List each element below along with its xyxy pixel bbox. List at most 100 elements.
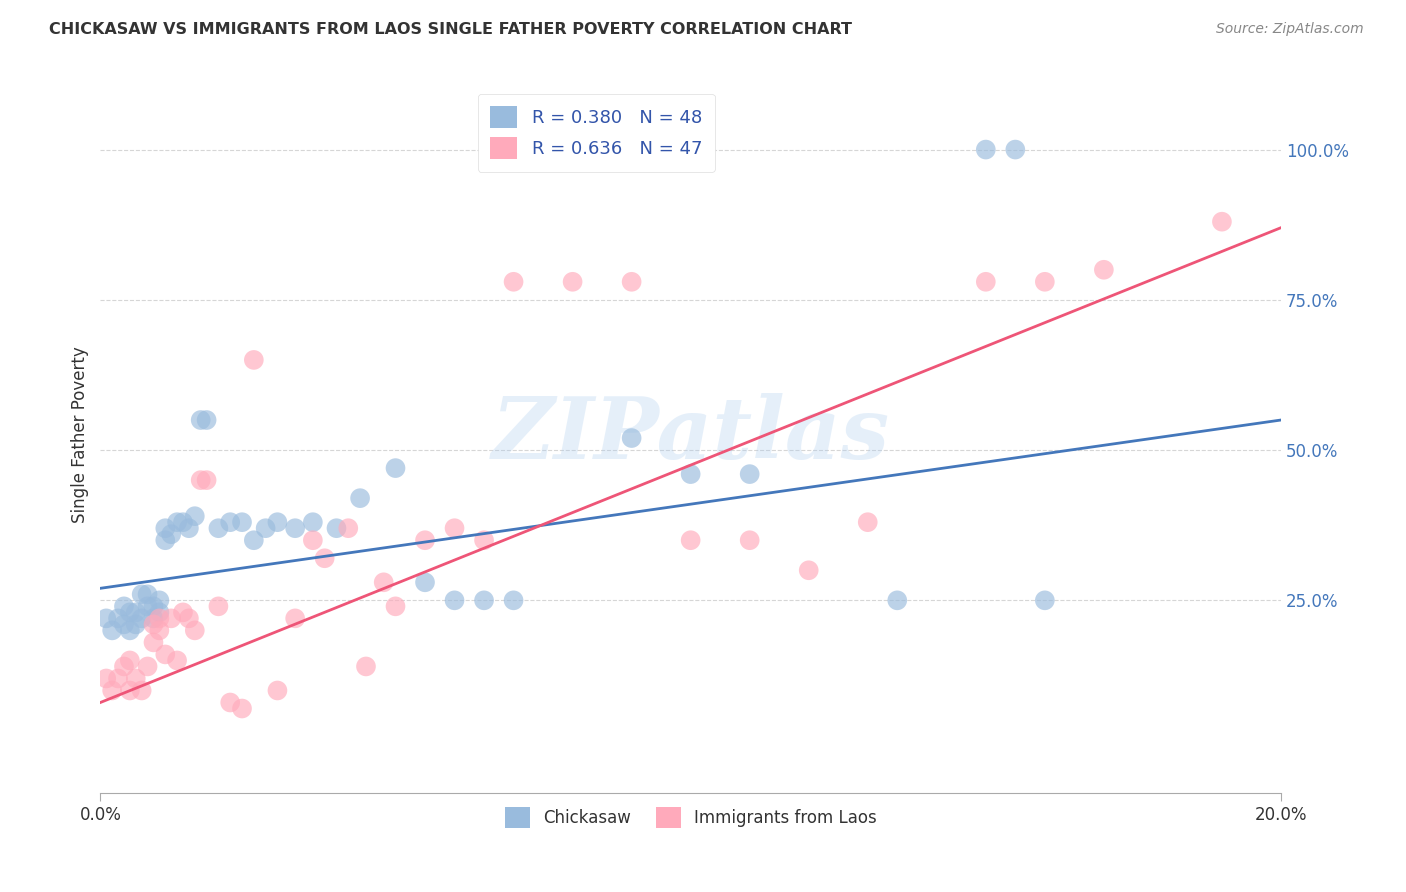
Text: ZIPatlas: ZIPatlas <box>492 393 890 477</box>
Point <box>413 533 436 548</box>
Point <box>131 683 153 698</box>
Point <box>1092 262 1115 277</box>
Point <box>384 599 406 614</box>
Point <box>284 611 307 625</box>
Point <box>101 624 124 638</box>
Point <box>266 683 288 698</box>
Point <box>373 575 395 590</box>
Point <box>266 515 288 529</box>
Point <box>679 467 702 482</box>
Point <box>620 431 643 445</box>
Point <box>118 605 141 619</box>
Point <box>231 701 253 715</box>
Point <box>314 551 336 566</box>
Point <box>974 143 997 157</box>
Point <box>302 533 325 548</box>
Point <box>1211 215 1233 229</box>
Point <box>125 605 148 619</box>
Point <box>738 533 761 548</box>
Point <box>142 599 165 614</box>
Point <box>254 521 277 535</box>
Point <box>219 696 242 710</box>
Point <box>125 617 148 632</box>
Point <box>148 593 170 607</box>
Point <box>679 533 702 548</box>
Point <box>472 593 495 607</box>
Point <box>112 659 135 673</box>
Point <box>243 352 266 367</box>
Point <box>1004 143 1026 157</box>
Point <box>413 575 436 590</box>
Point <box>797 563 820 577</box>
Point <box>219 515 242 529</box>
Point <box>207 521 229 535</box>
Point <box>166 515 188 529</box>
Point <box>155 521 177 535</box>
Point <box>160 611 183 625</box>
Point <box>96 611 118 625</box>
Point <box>337 521 360 535</box>
Point <box>112 599 135 614</box>
Point <box>148 605 170 619</box>
Point <box>172 605 194 619</box>
Point <box>131 611 153 625</box>
Point <box>443 593 465 607</box>
Point <box>177 521 200 535</box>
Text: Source: ZipAtlas.com: Source: ZipAtlas.com <box>1216 22 1364 37</box>
Point <box>384 461 406 475</box>
Point <box>155 648 177 662</box>
Point <box>107 672 129 686</box>
Point <box>118 683 141 698</box>
Point <box>561 275 583 289</box>
Point <box>856 515 879 529</box>
Point <box>107 611 129 625</box>
Point <box>125 672 148 686</box>
Point <box>1033 593 1056 607</box>
Point <box>184 509 207 524</box>
Point <box>136 659 159 673</box>
Point <box>142 611 165 625</box>
Point <box>974 275 997 289</box>
Point <box>160 527 183 541</box>
Point <box>1033 275 1056 289</box>
Point <box>738 467 761 482</box>
Point <box>443 521 465 535</box>
Point <box>190 473 212 487</box>
Point <box>502 593 524 607</box>
Point <box>886 593 908 607</box>
Point <box>131 587 153 601</box>
Point <box>142 617 165 632</box>
Point <box>190 413 212 427</box>
Point <box>166 653 188 667</box>
Point <box>101 683 124 698</box>
Point <box>207 599 229 614</box>
Point <box>96 672 118 686</box>
Point <box>349 491 371 505</box>
Point <box>136 599 159 614</box>
Point <box>142 635 165 649</box>
Point <box>118 624 141 638</box>
Point <box>177 611 200 625</box>
Text: CHICKASAW VS IMMIGRANTS FROM LAOS SINGLE FATHER POVERTY CORRELATION CHART: CHICKASAW VS IMMIGRANTS FROM LAOS SINGLE… <box>49 22 852 37</box>
Legend: Chickasaw, Immigrants from Laos: Chickasaw, Immigrants from Laos <box>498 801 883 834</box>
Y-axis label: Single Father Poverty: Single Father Poverty <box>72 347 89 524</box>
Point <box>472 533 495 548</box>
Point <box>118 653 141 667</box>
Point <box>620 275 643 289</box>
Point <box>302 515 325 529</box>
Point <box>155 533 177 548</box>
Point <box>148 611 170 625</box>
Point <box>284 521 307 535</box>
Point <box>243 533 266 548</box>
Point <box>148 624 170 638</box>
Point <box>172 515 194 529</box>
Point <box>502 275 524 289</box>
Point <box>231 515 253 529</box>
Point <box>184 624 207 638</box>
Point <box>136 587 159 601</box>
Point <box>112 617 135 632</box>
Point <box>325 521 347 535</box>
Point <box>195 413 218 427</box>
Point <box>354 659 377 673</box>
Point <box>195 473 218 487</box>
